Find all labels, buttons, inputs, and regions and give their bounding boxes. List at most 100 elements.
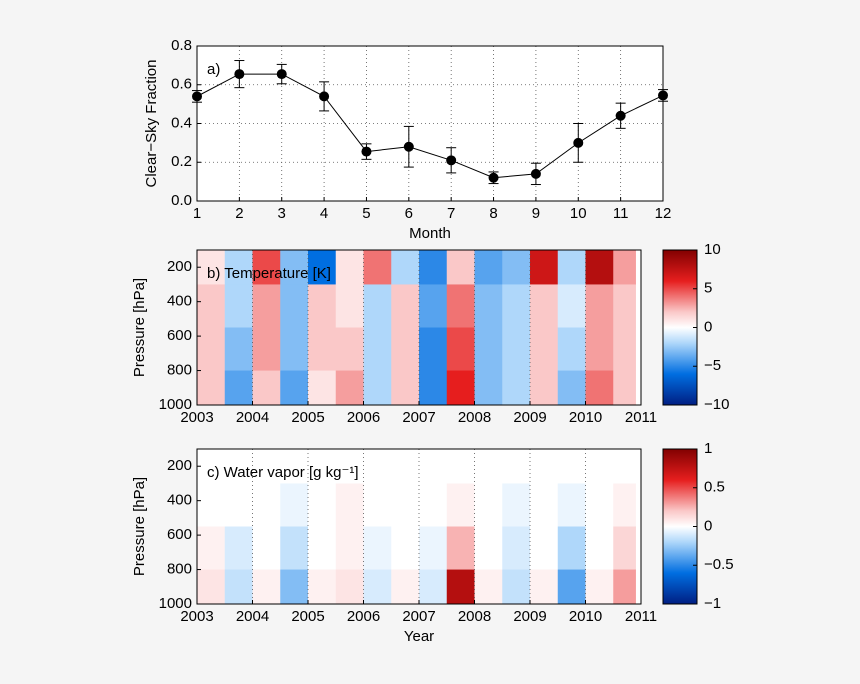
heat-cell xyxy=(308,526,337,571)
x-tick-label: 9 xyxy=(532,205,540,222)
colorbar-label: 0 xyxy=(704,318,712,335)
heat-cell xyxy=(502,250,531,285)
y-tick-label: 0.4 xyxy=(171,114,192,131)
heat-cell xyxy=(557,449,586,484)
heat-cell xyxy=(613,327,636,372)
heat-cell xyxy=(585,483,614,527)
panel-label: b) Temperature [K] xyxy=(207,265,331,282)
heat-cell xyxy=(197,370,226,406)
heat-cell xyxy=(419,526,448,571)
x-tick-label: 2009 xyxy=(513,409,546,426)
heat-cell xyxy=(502,526,531,571)
heat-cell xyxy=(197,449,226,484)
colorbar-label: 5 xyxy=(704,280,712,297)
heat-cell xyxy=(308,327,337,372)
heat-cell xyxy=(224,284,253,328)
heat-cell xyxy=(308,569,337,605)
heat-cell xyxy=(446,483,475,527)
heat-cell xyxy=(446,284,475,328)
heat-cell xyxy=(224,449,253,484)
heat-cell xyxy=(557,284,586,328)
heat-cell xyxy=(446,370,475,406)
heat-cell xyxy=(557,370,586,406)
heat-cell xyxy=(224,370,253,406)
marker xyxy=(319,91,330,102)
marker xyxy=(615,110,626,121)
heat-cell xyxy=(419,569,448,605)
heat-cell xyxy=(197,250,226,285)
heat-cell xyxy=(502,284,531,328)
marker xyxy=(446,155,457,166)
x-tick-label: 2011 xyxy=(625,409,657,426)
heat-cell xyxy=(530,449,559,484)
x-tick-label: 1 xyxy=(193,205,201,222)
heat-cell xyxy=(335,526,364,571)
heat-cell xyxy=(446,327,475,372)
heat-cell xyxy=(474,250,503,285)
heat-cell xyxy=(197,483,226,527)
heat-cell xyxy=(280,449,309,484)
x-tick-label: 2010 xyxy=(569,409,602,426)
y-tick-label: 0.8 xyxy=(171,37,192,54)
x-tick-label: 2 xyxy=(235,205,243,222)
heat-cell xyxy=(474,284,503,328)
heat-cell xyxy=(474,449,503,484)
heat-cell xyxy=(446,526,475,571)
x-tick-label: 2003 xyxy=(180,409,213,426)
colorbar-label: 0 xyxy=(704,517,712,534)
heat-cell xyxy=(224,327,253,372)
heat-cell xyxy=(585,526,614,571)
x-axis-label: Month xyxy=(409,225,451,242)
heat-cell xyxy=(446,250,475,285)
x-tick-label: 2008 xyxy=(458,608,491,625)
y-tick-label: 0.0 xyxy=(171,192,192,209)
heat-cell xyxy=(335,327,364,372)
y-tick-label: 800 xyxy=(167,561,192,578)
heat-cell xyxy=(530,327,559,372)
heat-cell xyxy=(391,569,420,605)
heat-cell xyxy=(252,327,281,372)
plot-frame xyxy=(196,45,664,202)
heat-cell xyxy=(585,370,614,406)
colorbar xyxy=(662,249,698,406)
colorbar-label: −1 xyxy=(704,595,721,612)
heat-cell xyxy=(530,483,559,527)
plot-frame xyxy=(196,249,642,406)
heat-cell xyxy=(419,250,448,285)
heat-cell xyxy=(585,284,614,328)
colorbar-label: −5 xyxy=(704,357,721,374)
y-tick-label: 800 xyxy=(167,362,192,379)
marker xyxy=(361,146,372,157)
colorbar-label: −10 xyxy=(704,396,729,413)
heat-cell xyxy=(252,284,281,328)
x-tick-label: 2004 xyxy=(236,608,269,625)
heat-cell xyxy=(474,483,503,527)
plot-frame xyxy=(196,448,642,605)
y-tick-label: 200 xyxy=(167,258,192,275)
heat-cell xyxy=(557,250,586,285)
heat-cell xyxy=(613,449,636,484)
heat-cell xyxy=(419,284,448,328)
x-tick-label: 2007 xyxy=(402,409,435,426)
heat-cell xyxy=(530,569,559,605)
x-tick-label: 11 xyxy=(613,205,629,222)
colorbar xyxy=(662,448,698,605)
heat-cell xyxy=(391,327,420,372)
marker xyxy=(276,69,287,80)
heat-cell xyxy=(280,370,309,406)
heat-cell xyxy=(363,250,392,285)
heat-cell xyxy=(363,327,392,372)
x-tick-label: 2011 xyxy=(625,608,657,625)
heat-cell xyxy=(363,569,392,605)
x-tick-label: 2005 xyxy=(291,608,324,625)
heat-cell xyxy=(280,284,309,328)
y-tick-label: 600 xyxy=(167,327,192,344)
heat-cell xyxy=(308,449,337,484)
x-tick-label: 12 xyxy=(655,205,672,222)
x-tick-label: 4 xyxy=(320,205,328,222)
heat-cell xyxy=(252,526,281,571)
heat-cell xyxy=(474,569,503,605)
heat-cell xyxy=(613,284,636,328)
